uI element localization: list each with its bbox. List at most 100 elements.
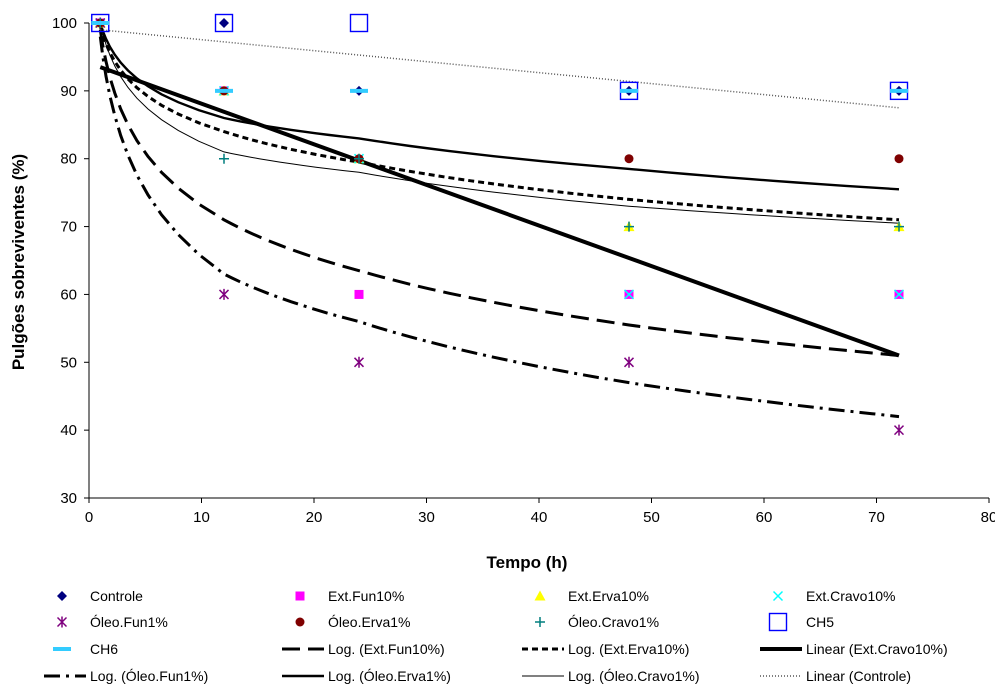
circle-marker-shape [624,154,634,164]
data-point-x [623,289,635,300]
data-point-circle [894,154,904,164]
trendline-dotted [100,29,900,109]
open-square-marker-shape [214,13,234,33]
legend-marker-open-square [768,612,788,632]
y-tick-label: 60 [60,286,77,303]
trendline-short-dash [98,25,900,222]
square-marker-shape [354,289,364,299]
legend-item: Óleo.Erva1% [295,614,410,630]
legend-item: Ext.Cravo10% [772,588,895,604]
x-marker-shape [893,289,905,300]
legend-marker-star [56,616,68,628]
plus-marker-shape [354,153,364,164]
legend-label: Log. (Ext.Erva10%) [568,641,689,657]
data-point-star [623,356,635,368]
legend-item: Linear (Ext.Cravo10%) [760,641,948,657]
legend-label: Óleo.Erva1% [328,614,410,630]
trendline-medium [99,22,900,191]
legend-item: Log. (Óleo.Cravo1%) [522,668,700,684]
legend-item: Log. (Ext.Erva10%) [522,641,689,657]
legend-item: Log. (Óleo.Erva1%) [282,668,451,684]
data-point-plus [219,153,229,164]
data-point-plus [624,221,634,232]
legend-label: Linear (Controle) [806,668,911,684]
y-tick-label: 80 [60,151,77,168]
plus-marker-shape [219,153,229,164]
legend-label: Ext.Erva10% [568,588,649,604]
legend-label: Óleo.Cravo1% [568,614,659,630]
axes: 0 10 20 30 40 50 60 70 80 30 40 50 60 70 80 90 100 [52,15,995,526]
legend-item: Log. (Ext.Fun10%) [282,641,445,657]
x-marker-shape [623,289,635,300]
legend-marker-diamond [57,591,67,601]
trendline-long-dash [98,29,900,357]
data-point-star [353,356,365,368]
y-tick-label: 100 [52,15,77,32]
data-point-plus [894,221,904,232]
trendline-dash-dot [98,36,900,419]
x-tick-label: 60 [756,509,773,526]
legend-item: Linear (Controle) [760,668,911,684]
star-marker-shape [56,616,68,628]
x-tick-label: 30 [418,509,435,526]
legend-item: Ext.Fun10% [295,588,404,604]
legend-label: Log. (Óleo.Erva1%) [328,668,451,684]
y-axis-title: Pulgões sobreviventes (%) [9,154,28,370]
legend-item: Óleo.Fun1% [56,614,168,630]
data-point-star [218,288,230,300]
star-marker-shape [353,356,365,368]
data-point-diamond [219,18,229,28]
legend-label: Óleo.Fun1% [90,614,168,630]
x-tick-label: 10 [193,509,210,526]
legend-marker-square [295,591,305,601]
legend-label: Log. (Óleo.Fun1%) [90,668,208,684]
circle-marker-shape [295,617,305,627]
legend-label: Linear (Ext.Cravo10%) [806,641,948,657]
square-marker-shape [295,591,305,601]
x-tick-label: 50 [643,509,660,526]
circle-marker-shape [894,154,904,164]
diamond-marker-shape [219,18,229,28]
y-tick-label: 90 [60,83,77,100]
legend-item: CH6 [53,641,118,657]
legend-item: Ext.Erva10% [534,588,649,604]
trendline-thick [99,65,900,358]
legend-label: Log. (Ext.Fun10%) [328,641,445,657]
legend-label: Log. (Óleo.Cravo1%) [568,668,700,684]
x-marker-shape [772,590,784,602]
legend-label: Ext.Cravo10% [806,588,895,604]
marker-layer [91,13,909,436]
plus-marker-shape [624,221,634,232]
open-square-marker-shape [349,13,369,33]
legend-item: Óleo.Cravo1% [535,614,659,630]
legend-marker-plus [535,617,545,627]
open-square-marker-shape [768,612,788,632]
y-tick-label: 50 [60,354,77,371]
y-tick-label: 40 [60,422,77,439]
x-tick-label: 20 [306,509,323,526]
triangle-marker-shape [534,590,546,601]
x-tick-label: 0 [85,509,93,526]
star-marker-shape [623,356,635,368]
plus-marker-shape [535,617,545,627]
legend-label: Ext.Fun10% [328,588,404,604]
star-marker-shape [893,424,905,436]
x-axis-title: Tempo (h) [487,553,568,572]
legend-marker-circle [295,617,305,627]
data-point-open-square [349,13,369,33]
y-tick-label: 70 [60,219,77,236]
diamond-marker-shape [57,591,67,601]
data-point-star [893,424,905,436]
plus-marker-shape [894,221,904,232]
trendline-thin [99,22,900,224]
trendline-layer [98,22,900,419]
legend-label: CH5 [806,614,834,630]
data-point-x [893,289,905,300]
data-point-circle [624,154,634,164]
x-tick-label: 80 [981,509,995,526]
legend: Controle Ext.Fun10% Ext.Erva10% Ext.Cravo10… [44,588,948,684]
legend-item: Controle [57,588,143,604]
legend-marker-triangle [534,590,546,601]
legend-item: CH5 [768,612,834,632]
